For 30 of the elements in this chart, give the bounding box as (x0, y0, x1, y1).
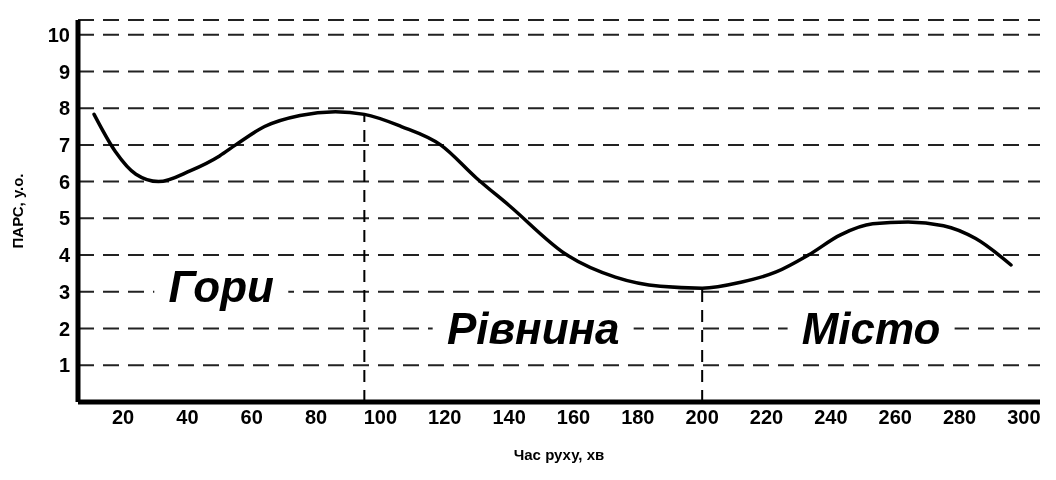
x-tick-label: 260 (878, 406, 912, 429)
x-tick-label: 220 (749, 406, 784, 429)
y-tick-label: 5 (58, 207, 70, 230)
annotation: Місто (787, 303, 955, 356)
y-tick-label: 3 (58, 280, 70, 303)
y-tick-label: 8 (58, 97, 70, 120)
x-tick-label: 20 (111, 406, 135, 429)
x-tick-label: 60 (240, 406, 263, 429)
x-tick-label: 300 (1007, 406, 1041, 429)
x-tick-label: 180 (621, 406, 655, 429)
x-tick-label: 200 (685, 406, 719, 429)
x-axis-title: Час руху, хв (513, 446, 605, 463)
x-tick-label: 160 (556, 406, 591, 429)
x-tick-label: 240 (814, 406, 848, 429)
x-tick-label: 120 (428, 406, 462, 429)
y-tick-label: 1 (58, 354, 70, 377)
y-tick-label: 2 (58, 317, 70, 340)
y-tick-label: 6 (58, 170, 70, 193)
annotation: Рівнина (432, 303, 634, 356)
x-tick-label: 280 (942, 406, 977, 429)
x-tick-label: 40 (176, 406, 199, 429)
annotation: Гори (154, 261, 288, 314)
x-tick-label: 80 (304, 406, 328, 429)
y-tick-label: 10 (47, 23, 70, 46)
x-tick-label: 140 (492, 406, 526, 429)
y-tick-label: 7 (58, 133, 70, 156)
y-tick-label: 9 (58, 60, 70, 83)
y-tick-label: 4 (58, 244, 71, 267)
x-tick-label: 100 (363, 406, 398, 429)
y-axis-title: ПАРС, у.о. (9, 173, 27, 249)
